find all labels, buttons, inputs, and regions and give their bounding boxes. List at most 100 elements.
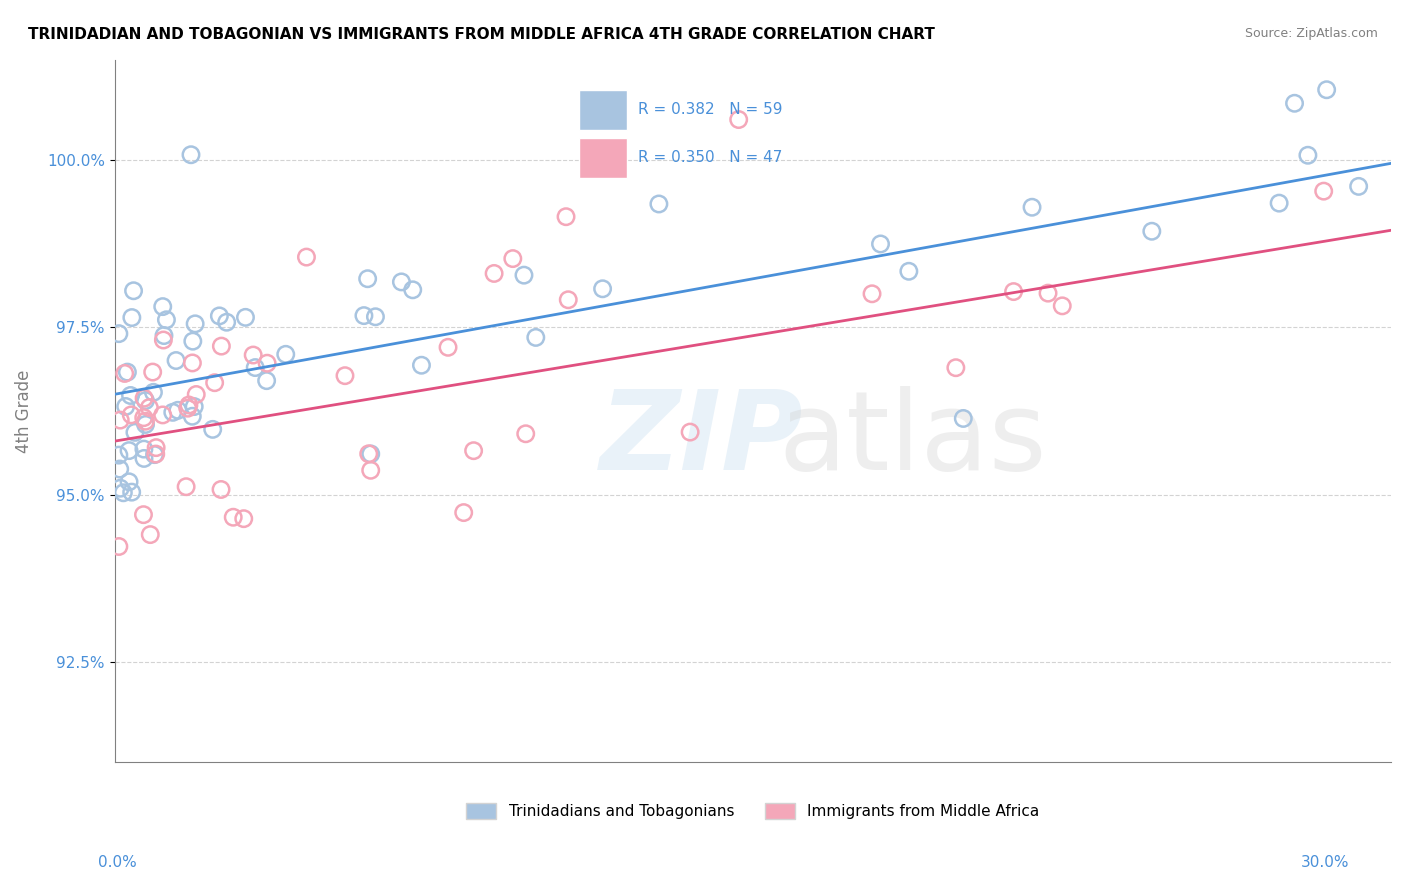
Point (186, 387, 208, 401)
Point (132, 508, 155, 522)
Point (353, 309, 375, 323)
Point (120, 388, 142, 402)
Text: ZIP: ZIP (599, 385, 803, 492)
Point (360, 447, 382, 461)
Point (180, 147, 202, 161)
Point (162, 405, 184, 419)
Point (295, 250, 318, 264)
Point (167, 403, 190, 417)
Point (274, 347, 297, 361)
Point (1316, 83, 1339, 97)
Point (513, 268, 536, 282)
Point (1140, 224, 1163, 238)
Point (110, 413, 132, 427)
Point (118, 443, 141, 458)
Point (860, 286, 883, 301)
Point (463, 443, 485, 458)
Point (201, 422, 224, 436)
Point (360, 463, 382, 477)
Point (648, 197, 671, 211)
Point (222, 510, 245, 524)
Point (108, 540, 131, 554)
Point (121, 310, 143, 325)
Point (177, 401, 200, 416)
Point (333, 368, 356, 383)
Point (679, 425, 702, 439)
Text: 0.0%: 0.0% (98, 855, 138, 870)
Text: Source: ZipAtlas.com: Source: ZipAtlas.com (1244, 27, 1378, 40)
Point (132, 442, 155, 456)
FancyBboxPatch shape (579, 90, 627, 129)
Y-axis label: 4th Grade: 4th Grade (15, 369, 32, 453)
Point (897, 264, 920, 278)
Point (139, 527, 162, 541)
Point (1347, 179, 1369, 194)
Point (555, 210, 578, 224)
Point (177, 398, 200, 412)
Point (204, 376, 226, 390)
Point (184, 317, 207, 331)
Point (592, 282, 614, 296)
Text: R = 0.350   N = 47: R = 0.350 N = 47 (638, 150, 783, 165)
Point (364, 310, 387, 324)
Point (117, 365, 139, 379)
Point (174, 480, 197, 494)
Point (232, 511, 254, 525)
Point (437, 340, 460, 354)
Point (152, 300, 174, 314)
Point (453, 506, 475, 520)
Point (402, 283, 425, 297)
Point (869, 236, 891, 251)
Point (411, 358, 433, 372)
Point (114, 400, 136, 414)
Point (242, 348, 264, 362)
Point (215, 315, 238, 329)
Point (1296, 148, 1319, 162)
Point (727, 112, 749, 127)
Point (134, 414, 156, 428)
Point (1052, 299, 1074, 313)
Text: TRINIDADIAN AND TOBAGONIAN VS IMMIGRANTS FROM MIDDLE AFRICA 4TH GRADE CORRELATIO: TRINIDADIAN AND TOBAGONIAN VS IMMIGRANTS… (28, 27, 935, 42)
Point (122, 284, 145, 298)
Point (145, 447, 167, 461)
Point (557, 293, 579, 307)
Point (124, 425, 146, 440)
FancyBboxPatch shape (579, 138, 627, 178)
Legend: Trinidadians and Tobagonians, Immigrants from Middle Africa: Trinidadians and Tobagonians, Immigrants… (460, 797, 1046, 825)
Point (482, 267, 505, 281)
Point (1002, 285, 1025, 299)
Point (256, 356, 278, 370)
Point (145, 441, 167, 455)
Point (134, 393, 156, 408)
Text: R = 0.382   N = 59: R = 0.382 N = 59 (638, 102, 783, 117)
Point (108, 462, 131, 476)
Point (952, 411, 974, 425)
Point (502, 252, 524, 266)
Point (142, 385, 165, 400)
Point (108, 326, 131, 341)
Point (1021, 200, 1043, 214)
Point (183, 400, 205, 414)
Point (114, 367, 136, 381)
Point (1036, 286, 1059, 301)
Point (1312, 184, 1334, 198)
Point (256, 374, 278, 388)
Point (209, 339, 232, 353)
Point (357, 447, 380, 461)
Point (1284, 96, 1306, 111)
Point (120, 408, 142, 422)
Point (515, 426, 537, 441)
Point (142, 365, 165, 379)
Point (132, 410, 155, 425)
Point (132, 451, 155, 466)
Text: atlas: atlas (779, 385, 1047, 492)
Point (112, 485, 135, 500)
Point (132, 391, 155, 405)
Point (945, 360, 967, 375)
Point (152, 333, 174, 347)
Point (108, 448, 131, 462)
Point (138, 401, 160, 415)
Point (209, 483, 232, 497)
Point (143, 448, 166, 462)
Point (235, 310, 257, 325)
